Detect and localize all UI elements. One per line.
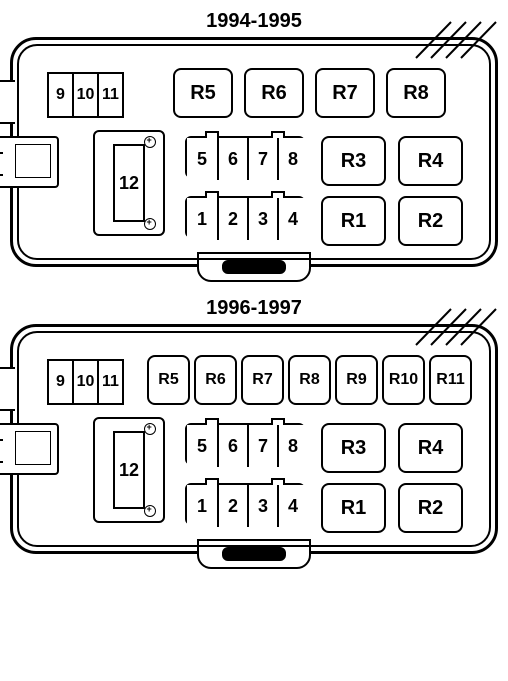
relay-R8: R8 [288, 355, 331, 405]
mini-fuse-6: 6 [217, 138, 247, 180]
mini-fuse-5: 5 [187, 138, 217, 180]
relay-R3: R3 [321, 423, 386, 473]
relay-R7: R7 [241, 355, 284, 405]
mini-fuse-1: 1 [187, 198, 217, 240]
mini-fuse-3: 3 [247, 485, 277, 527]
fusebox-panel-0: 1994-1995 9101112R5R6R7R8R3R4R1R25678123… [10, 10, 498, 267]
mounting-tab [0, 367, 15, 411]
relay-R4: R4 [398, 423, 463, 473]
panel-title: 1996-1997 [10, 297, 498, 320]
relay-R10: R10 [382, 355, 425, 405]
screw-icon [144, 136, 156, 148]
fusebox-housing: 9101112R5R6R7R8R9R10R11R3R4R1R256781234 [10, 324, 498, 554]
relay-R5: R5 [173, 68, 233, 118]
mini-fuse-9: 9 [49, 361, 74, 403]
mini-fuse-7: 7 [247, 425, 277, 467]
screw-icon [144, 423, 156, 435]
relay-R5: R5 [147, 355, 190, 405]
fuse-12: 12 [113, 144, 145, 222]
fuse-12: 12 [113, 431, 145, 509]
mini-fuse-11: 11 [99, 361, 122, 403]
mini-fuse-10: 10 [74, 74, 99, 116]
relay-R8: R8 [386, 68, 446, 118]
mini-fuse-3: 3 [247, 198, 277, 240]
mini-fuse-10: 10 [74, 361, 99, 403]
relay-R4: R4 [398, 136, 463, 186]
mini-fuse-group-mini_bottom: 1234 [185, 196, 305, 238]
mini-fuse-2: 2 [217, 485, 247, 527]
panel-title: 1994-1995 [10, 10, 498, 33]
mini-fuse-strip: 91011 [47, 72, 124, 118]
mini-fuse-7: 7 [247, 138, 277, 180]
mini-fuse-2: 2 [217, 198, 247, 240]
relay-R7: R7 [315, 68, 375, 118]
relay-R3: R3 [321, 136, 386, 186]
mini-fuse-6: 6 [217, 425, 247, 467]
latch [197, 252, 311, 282]
relay-R1: R1 [321, 196, 386, 246]
mini-fuse-4: 4 [277, 198, 307, 240]
fuse-12-holder: 12 [93, 130, 165, 236]
mini-fuse-11: 11 [99, 74, 122, 116]
mini-fuse-8: 8 [277, 138, 307, 180]
mini-fuse-9: 9 [49, 74, 74, 116]
mini-fuse-group-mini_top: 5678 [185, 423, 305, 465]
relay-R2: R2 [398, 196, 463, 246]
relay-R1: R1 [321, 483, 386, 533]
fusebox-panel-1: 1996-1997 9101112R5R6R7R8R9R10R11R3R4R1R… [10, 297, 498, 554]
relay-R11: R11 [429, 355, 472, 405]
mini-fuse-strip: 91011 [47, 359, 124, 405]
mini-fuse-8: 8 [277, 425, 307, 467]
mini-fuse-group-mini_bottom: 1234 [185, 483, 305, 525]
mini-fuse-group-mini_top: 5678 [185, 136, 305, 178]
fusebox-housing: 9101112R5R6R7R8R3R4R1R256781234 [10, 37, 498, 267]
mini-fuse-5: 5 [187, 425, 217, 467]
mini-fuse-4: 4 [277, 485, 307, 527]
mini-fuse-1: 1 [187, 485, 217, 527]
screw-icon [144, 218, 156, 230]
relay-R2: R2 [398, 483, 463, 533]
fuse-12-holder: 12 [93, 417, 165, 523]
relay-R6: R6 [244, 68, 304, 118]
screw-icon [144, 505, 156, 517]
relay-R6: R6 [194, 355, 237, 405]
relay-R9: R9 [335, 355, 378, 405]
mounting-tab [0, 80, 15, 124]
latch [197, 539, 311, 569]
